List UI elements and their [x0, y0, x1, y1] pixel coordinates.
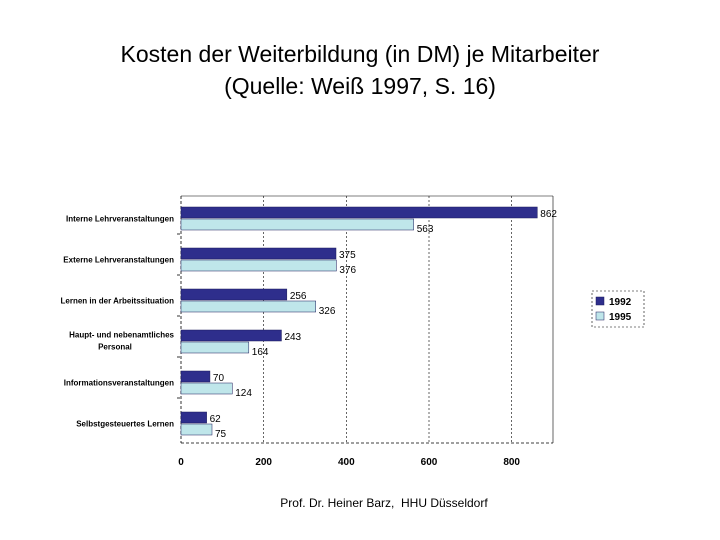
legend-label-1995: 1995	[609, 312, 632, 323]
bar-1995-0	[180, 218, 414, 231]
value-label-1995-0: 563	[417, 224, 434, 235]
grid-layer	[177, 195, 554, 444]
category-label: Lernen in der Arbeitssituation	[61, 297, 175, 306]
labels-layer: 0 200 400 600 800 Interne Lehrveranstaltungen…	[61, 209, 558, 468]
legend: 1992 1995	[591, 290, 645, 328]
bar-1992-1	[180, 247, 337, 260]
category-label: Externe Lehrveranstaltungen	[63, 256, 174, 265]
legend-box	[591, 290, 645, 328]
legend-label-1992: 1992	[609, 297, 632, 308]
value-label-1995-2: 326	[319, 306, 336, 317]
value-label-1992-4: 70	[213, 373, 225, 384]
legend-swatch-1992	[595, 296, 605, 306]
bar-1995-3	[180, 341, 250, 354]
category-label: Haupt- und nebenamtliches	[69, 331, 174, 340]
value-label-1992-5: 62	[210, 414, 222, 425]
category-label: Personal	[98, 343, 132, 352]
bar-1992-0	[180, 206, 538, 219]
value-label-1992-1: 375	[339, 250, 356, 261]
x-tick-label-600: 600	[421, 457, 438, 468]
bar-1995-1	[180, 259, 337, 272]
category-label: Informationsveranstaltungen	[64, 379, 174, 388]
bars-layer	[180, 206, 538, 436]
value-label-1992-2: 256	[290, 291, 307, 302]
value-label-1992-3: 243	[284, 332, 301, 343]
category-label: Selbstgesteuertes Lernen	[76, 420, 174, 429]
bar-1992-4	[180, 370, 211, 383]
x-tick-label-800: 800	[503, 457, 520, 468]
bar-1995-2	[180, 300, 316, 313]
bar-1992-2	[180, 288, 288, 301]
footer-credit: Prof. Dr. Heiner Barz, HHU Düsseldorf	[280, 496, 488, 510]
value-label-1995-5: 75	[215, 429, 227, 440]
bar-1995-4	[180, 382, 233, 395]
x-tick-label-400: 400	[338, 457, 355, 468]
value-label-1992-0: 862	[540, 209, 557, 220]
value-label-1995-1: 376	[339, 265, 356, 276]
category-label: Interne Lehrveranstaltungen	[66, 215, 174, 224]
x-tick-label-200: 200	[255, 457, 272, 468]
title-line-1: Kosten der Weiterbildung (in DM) je Mita…	[120, 41, 600, 67]
legend-swatch-1995	[595, 311, 605, 321]
x-tick-label-0: 0	[178, 457, 184, 468]
bar-1992-5	[180, 411, 207, 424]
bar-1995-5	[180, 423, 213, 436]
value-label-1995-3: 164	[252, 347, 269, 358]
bar-1992-3	[180, 329, 282, 342]
slide-title: Kosten der Weiterbildung (in DM) je Mita…	[0, 38, 720, 102]
value-label-1995-4: 124	[235, 388, 252, 399]
title-line-2: (Quelle: Weiß 1997, S. 16)	[224, 73, 496, 99]
